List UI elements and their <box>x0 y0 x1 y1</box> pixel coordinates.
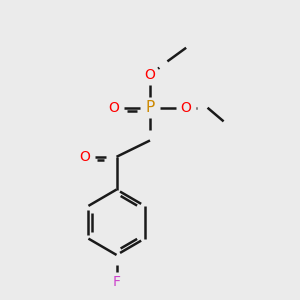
Text: O: O <box>181 101 192 115</box>
Text: P: P <box>146 100 154 115</box>
Text: F: F <box>112 275 121 289</box>
Text: O: O <box>108 101 119 115</box>
Text: O: O <box>79 150 90 164</box>
Text: O: O <box>145 68 155 82</box>
